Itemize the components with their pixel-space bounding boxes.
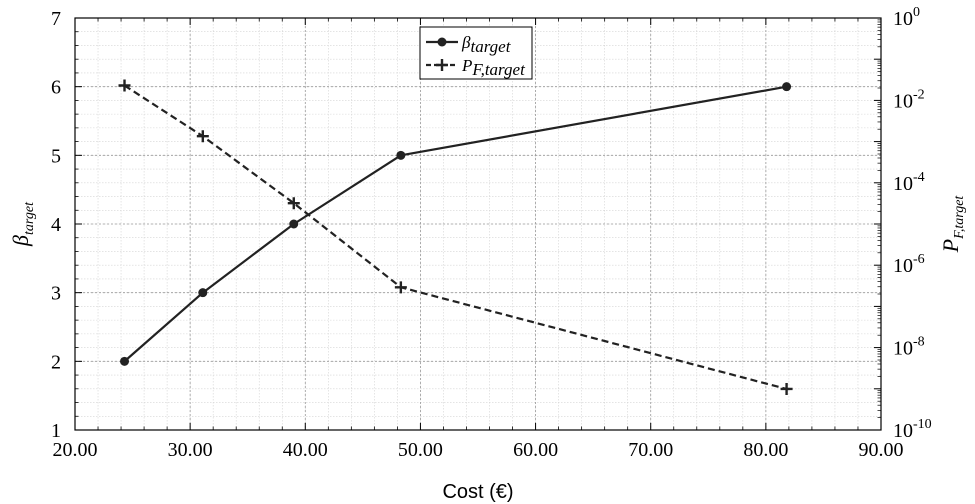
y-left-tick-label: 7: [51, 8, 61, 30]
x-tick-label: 40.00: [283, 439, 328, 461]
x-tick-label: 50.00: [398, 439, 443, 461]
legend-marks: [426, 37, 458, 71]
beta-target-point: [198, 288, 208, 298]
legend-marker-beta: [437, 37, 447, 47]
y-left-tick-label: 6: [51, 77, 61, 99]
series-line-pf-target: [123, 84, 787, 391]
x-tick-label: 20.00: [53, 439, 98, 461]
legend-pf-symbol: P: [461, 56, 472, 75]
y-right-tick-exponent: -4: [913, 170, 925, 185]
pf-target-point: [780, 382, 793, 395]
legend-box: [419, 26, 533, 80]
legend-beta-symbol: β: [461, 33, 471, 52]
legend-pf-subscript: F,target: [471, 60, 526, 79]
legend-label-beta: βtarget: [461, 33, 512, 56]
beta-target-point: [782, 82, 792, 92]
x-tick-label: 80.00: [743, 439, 788, 461]
y-right-tick-exponent: -8: [913, 335, 925, 350]
y-left-tick-label: 4: [51, 214, 61, 236]
right-y-axis-subscript: F,target: [952, 195, 967, 240]
y-right-tick-label: 10-10: [893, 417, 932, 442]
legend: βtarget PF,target: [419, 26, 533, 80]
x-tick-label: 60.00: [513, 439, 558, 461]
left-y-axis-subscript: target: [22, 201, 37, 235]
legend-label-pf: PF,target: [461, 56, 526, 79]
y-left-tick-label: 1: [51, 420, 61, 442]
beta-target-point: [289, 219, 299, 229]
x-axis-label: Cost (€): [442, 481, 513, 503]
left-y-axis-symbol: β: [8, 235, 33, 247]
y-right-tick-label: 100: [893, 5, 920, 30]
y-left-tick-label: 3: [51, 283, 61, 305]
y-left-tick-label: 5: [51, 145, 61, 167]
y-right-tick-exponent: -2: [913, 87, 925, 102]
x-tick-label: 90.00: [859, 439, 904, 461]
y-right-tick-base: 10: [893, 173, 913, 195]
y-right-tick-label: 10-8: [893, 335, 925, 360]
legend-marker-pf: [436, 59, 448, 71]
pf-target-point: [196, 130, 209, 143]
y-right-tick-label: 10-2: [893, 87, 925, 112]
pf-target-point: [118, 79, 131, 92]
left-y-axis-label: βtarget: [8, 201, 37, 247]
right-y-axis-symbol: P: [938, 239, 963, 253]
y-right-tick-base: 10: [893, 90, 913, 112]
grid: [74, 17, 882, 431]
pf-target-point: [394, 281, 407, 294]
y-right-tick-exponent: -6: [913, 252, 925, 267]
y-right-tick-exponent: 0: [913, 5, 920, 20]
legend-beta-subscript: target: [470, 37, 511, 56]
y-left-tick-label: 2: [51, 351, 61, 373]
y-right-tick-base: 10: [893, 255, 913, 277]
series: [118, 79, 793, 395]
y-right-tick-label: 10-6: [893, 252, 925, 277]
y-right-tick-base: 10: [893, 8, 913, 30]
y-right-tick-base: 10: [893, 420, 913, 442]
beta-target-point: [396, 150, 406, 160]
beta-target-point: [120, 356, 130, 366]
x-tick-label: 30.00: [168, 439, 213, 461]
y-right-tick-label: 10-4: [893, 170, 925, 195]
right-y-axis-label: PF,target: [938, 195, 967, 254]
y-right-tick-exponent: -10: [913, 417, 932, 432]
x-tick-label: 70.00: [628, 439, 673, 461]
axis-ticks: 20.00 30.00 40.00 50.00 60.00 70.00 80.00 90.00…: [51, 5, 932, 461]
pf-target-point: [287, 197, 300, 210]
y-right-tick-base: 10: [893, 338, 913, 360]
